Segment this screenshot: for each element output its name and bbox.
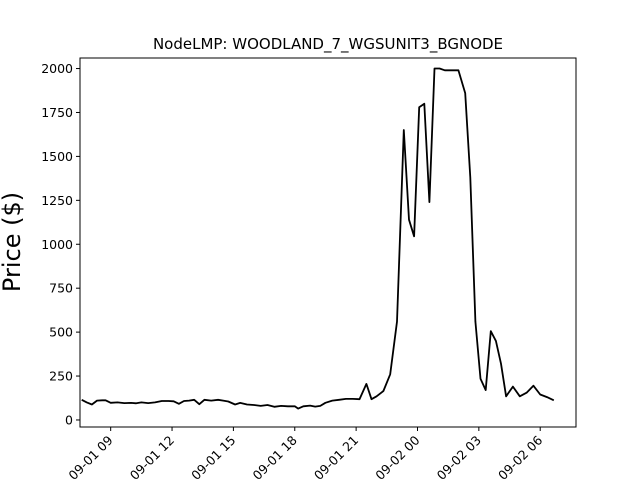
y-axis: 0 250 500 750 1000 1250 1500 1750 2000 xyxy=(41,61,80,427)
plot-frame xyxy=(79,57,577,428)
y-tick-label: 750 xyxy=(49,281,73,296)
y-tick-label: 250 xyxy=(49,369,73,384)
chart-title: NodeLMP: WOODLAND_7_WGSUNIT3_BGNODE xyxy=(153,35,503,54)
y-tick-label: 0 xyxy=(65,412,73,427)
y-axis-title: Price ($) xyxy=(0,192,26,292)
y-tick-label: 500 xyxy=(49,325,73,340)
y-tick-label: 1750 xyxy=(41,105,73,120)
y-tick-label: 1250 xyxy=(41,193,73,208)
plot-area xyxy=(81,67,555,410)
y-tick-label: 1000 xyxy=(41,237,73,252)
series-line xyxy=(81,67,555,410)
y-tick-label: 2000 xyxy=(41,61,73,76)
y-tick-label: 1500 xyxy=(41,149,73,164)
